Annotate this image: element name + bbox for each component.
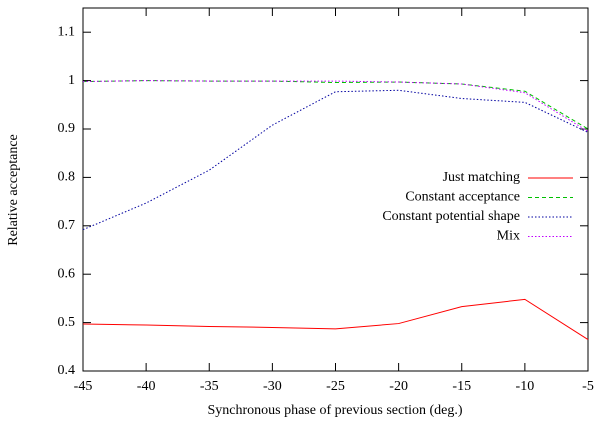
series-line [82, 89, 589, 231]
series-line [82, 80, 589, 132]
series-line [82, 298, 589, 340]
legend-label: Constant potential shape [382, 209, 520, 224]
legend-label: Constant acceptance [405, 190, 520, 205]
legend-label: Mix [497, 229, 520, 244]
y-tick-label: 0.9 [58, 121, 76, 136]
y-tick-label: 0.7 [58, 218, 76, 233]
series-line [82, 80, 589, 130]
x-tick-label: -15 [452, 379, 471, 394]
y-axis-label: Relative acceptance [6, 134, 21, 246]
x-tick-label: -5 [582, 379, 594, 394]
x-tick-label: -20 [389, 379, 408, 394]
x-tick-label: -40 [137, 379, 156, 394]
y-tick-label: 1.1 [58, 24, 76, 39]
x-tick-label: -35 [200, 379, 219, 394]
x-tick-label: -30 [263, 379, 282, 394]
x-tick-label: -10 [516, 379, 535, 394]
legend-label: Just matching [443, 170, 520, 185]
x-axis-label: Synchronous phase of previous section (d… [207, 403, 462, 418]
y-tick-label: 0.6 [58, 266, 76, 281]
y-tick-label: 0.5 [58, 315, 76, 330]
y-tick-label: 0.8 [58, 170, 76, 185]
y-tick-label: 1 [68, 73, 75, 88]
x-tick-label: -25 [326, 379, 345, 394]
x-tick-label: -45 [74, 379, 93, 394]
y-tick-label: 0.4 [58, 363, 76, 378]
